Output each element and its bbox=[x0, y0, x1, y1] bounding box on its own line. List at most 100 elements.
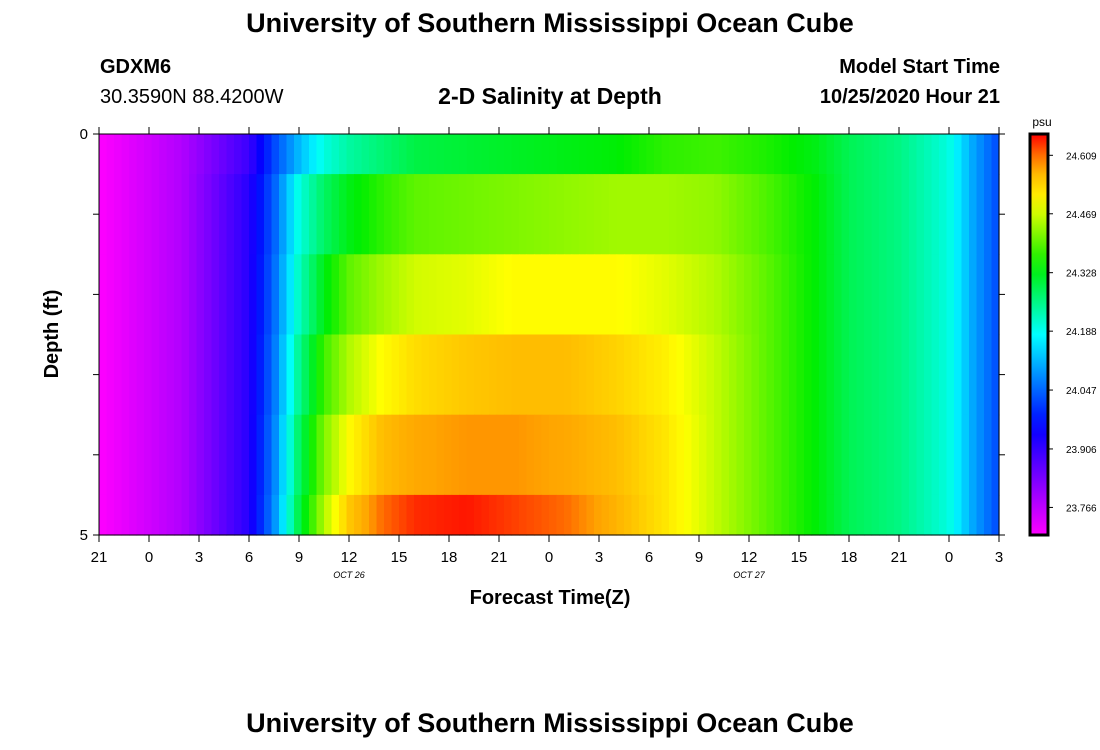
heatmap-cell bbox=[114, 494, 123, 536]
x-tick-label: 3 bbox=[995, 549, 1003, 566]
heatmap-cell bbox=[421, 134, 430, 175]
heatmap-cell bbox=[826, 254, 835, 336]
heatmap-cell bbox=[279, 414, 288, 496]
page-title: University of Southern Mississippi Ocean… bbox=[246, 8, 854, 38]
heatmap-cell bbox=[196, 334, 205, 416]
heatmap-cell bbox=[399, 414, 408, 496]
heatmap-cell bbox=[361, 254, 370, 336]
heatmap-cell bbox=[121, 334, 130, 416]
heatmap-cell bbox=[384, 174, 393, 255]
heatmap-cell bbox=[436, 134, 445, 175]
heatmap-cell bbox=[594, 334, 603, 416]
heatmap-cell bbox=[729, 174, 738, 255]
heatmap-cell bbox=[804, 254, 813, 336]
heatmap-cell bbox=[976, 494, 985, 536]
heatmap-cell bbox=[294, 494, 303, 536]
heatmap-cell bbox=[361, 174, 370, 255]
heatmap-cell bbox=[144, 254, 153, 336]
x-axis-label: Forecast Time(Z) bbox=[470, 587, 631, 609]
heatmap-cell bbox=[166, 254, 175, 336]
colorbar-scale bbox=[1028, 132, 1050, 537]
heatmap-cell bbox=[639, 494, 648, 536]
heatmap-cell bbox=[901, 174, 910, 255]
heatmap-cell bbox=[286, 334, 295, 416]
heatmap-cell bbox=[609, 254, 618, 336]
heatmap-cell bbox=[451, 174, 460, 255]
heatmap-cell bbox=[489, 494, 498, 536]
heatmap-cell bbox=[946, 494, 955, 536]
x-tick-label: 15 bbox=[791, 549, 808, 566]
heatmap-cell bbox=[534, 254, 543, 336]
heatmap-cell bbox=[691, 134, 700, 175]
heatmap-cell bbox=[466, 254, 475, 336]
heatmap-cell bbox=[444, 334, 453, 416]
heatmap-cell bbox=[556, 334, 565, 416]
heatmap-cell bbox=[181, 254, 190, 336]
heatmap-cell bbox=[384, 254, 393, 336]
heatmap-cell bbox=[961, 174, 970, 255]
heatmap-cell bbox=[459, 134, 468, 175]
heatmap-cell bbox=[316, 414, 325, 496]
heatmap-cell bbox=[204, 134, 213, 175]
heatmap-cell bbox=[129, 254, 138, 336]
heatmap-cell bbox=[976, 414, 985, 496]
heatmap-cell bbox=[406, 494, 415, 536]
heatmap-cell bbox=[474, 134, 483, 175]
heatmap-cell bbox=[669, 334, 678, 416]
heatmap-cell bbox=[549, 334, 558, 416]
heatmap-cell bbox=[669, 414, 678, 496]
heatmap-cell bbox=[901, 334, 910, 416]
heatmap-cell bbox=[961, 414, 970, 496]
heatmap-cell bbox=[699, 174, 708, 255]
heatmap-cell bbox=[346, 494, 355, 536]
heatmap-cell bbox=[729, 334, 738, 416]
heatmap-cell bbox=[924, 174, 933, 255]
heatmap-cell bbox=[601, 494, 610, 536]
heatmap-cell bbox=[571, 134, 580, 175]
heatmap-cell bbox=[871, 254, 880, 336]
heatmap-cell bbox=[256, 334, 265, 416]
heatmap-cell bbox=[429, 494, 438, 536]
heatmap-cell bbox=[804, 334, 813, 416]
heatmap-cell bbox=[571, 494, 580, 536]
heatmap-cell bbox=[939, 494, 948, 536]
heatmap-cell bbox=[226, 254, 235, 336]
heatmap-cell bbox=[376, 414, 385, 496]
heatmap-cell bbox=[916, 174, 925, 255]
heatmap-cell bbox=[361, 334, 370, 416]
heatmap-cell bbox=[684, 174, 693, 255]
heatmap-cell bbox=[676, 254, 685, 336]
heatmap-cell bbox=[811, 134, 820, 175]
heatmap-cell bbox=[129, 174, 138, 255]
x-tick-label: 21 bbox=[491, 549, 508, 566]
heatmap-cell bbox=[639, 174, 648, 255]
heatmap-cell bbox=[631, 174, 640, 255]
heatmap-cell bbox=[339, 414, 348, 496]
heatmap-cell bbox=[909, 334, 918, 416]
heatmap-cell bbox=[99, 334, 108, 416]
heatmap-cell bbox=[609, 174, 618, 255]
heatmap-cell bbox=[346, 174, 355, 255]
heatmap-cell bbox=[466, 334, 475, 416]
heatmap-cell bbox=[624, 414, 633, 496]
heatmap-cell bbox=[189, 334, 198, 416]
heatmap-cell bbox=[241, 334, 250, 416]
heatmap-cell bbox=[249, 134, 258, 175]
heatmap-cell bbox=[961, 494, 970, 536]
heatmap-cell bbox=[159, 254, 168, 336]
heatmap-cell bbox=[781, 414, 790, 496]
heatmap-cell bbox=[99, 494, 108, 536]
colorbar-tick-label: 24.609 bbox=[1066, 151, 1097, 162]
heatmap-cell bbox=[316, 254, 325, 336]
heatmap-cell bbox=[129, 334, 138, 416]
heatmap-cell bbox=[864, 254, 873, 336]
heatmap-cell bbox=[271, 174, 280, 255]
heatmap-cell bbox=[271, 414, 280, 496]
heatmap-cell bbox=[654, 334, 663, 416]
heatmap-cell bbox=[879, 254, 888, 336]
heatmap-cell bbox=[939, 134, 948, 175]
heatmap-cell bbox=[159, 494, 168, 536]
heatmap-cell bbox=[624, 134, 633, 175]
heatmap-cell bbox=[526, 134, 535, 175]
heatmap-cell bbox=[406, 414, 415, 496]
